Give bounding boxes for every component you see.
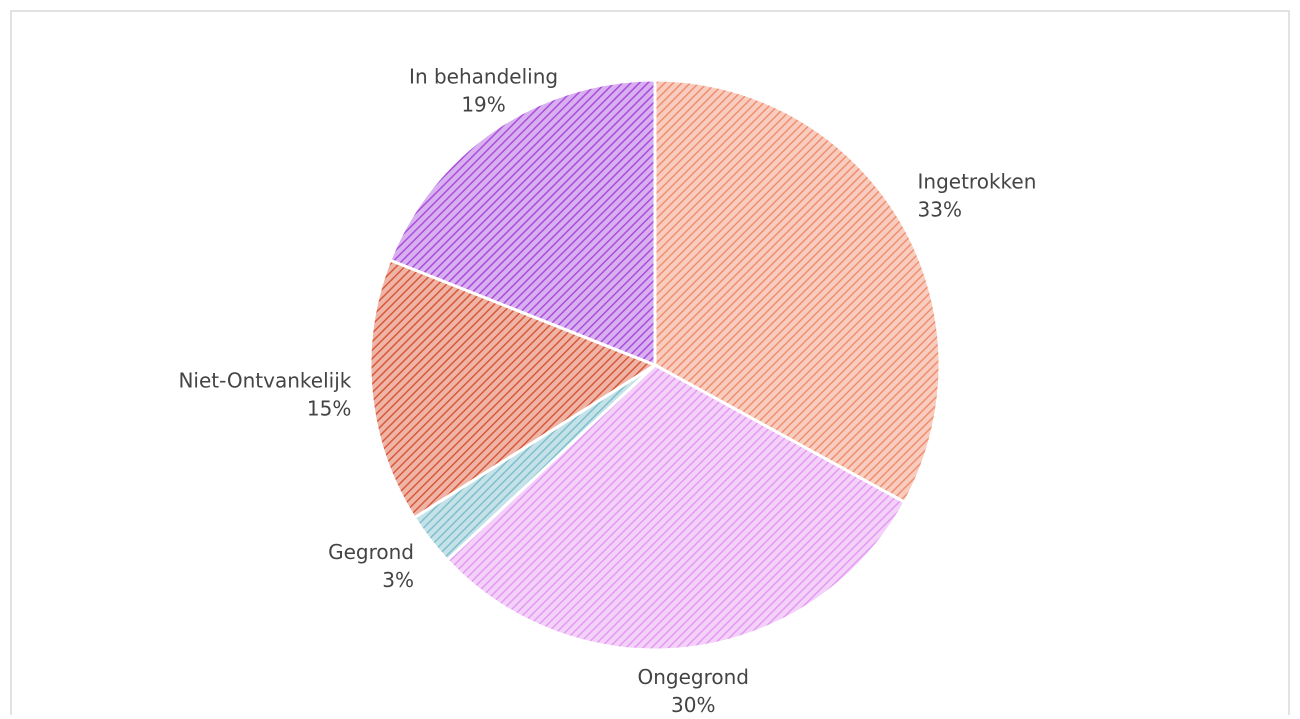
pie-slice bbox=[653, 78, 942, 505]
pie-slice bbox=[445, 363, 907, 652]
slice-label: Niet-Ontvankelijk bbox=[178, 369, 351, 393]
slice-value-label: 33% bbox=[918, 198, 962, 222]
pie-slice bbox=[368, 258, 659, 520]
slice-label: Gegrond bbox=[328, 540, 414, 564]
slice-value-label: 30% bbox=[671, 693, 715, 715]
frame bbox=[10, 10, 1290, 719]
slice-label: Ongegrond bbox=[637, 665, 749, 689]
slice-label: Ingetrokken bbox=[918, 170, 1037, 194]
slice-label: In behandeling bbox=[409, 65, 558, 89]
slice-value-label: 3% bbox=[382, 568, 414, 592]
pie-slice bbox=[388, 78, 657, 368]
slice-value-label: 19% bbox=[461, 93, 505, 117]
slice-value-label: 15% bbox=[307, 397, 351, 421]
